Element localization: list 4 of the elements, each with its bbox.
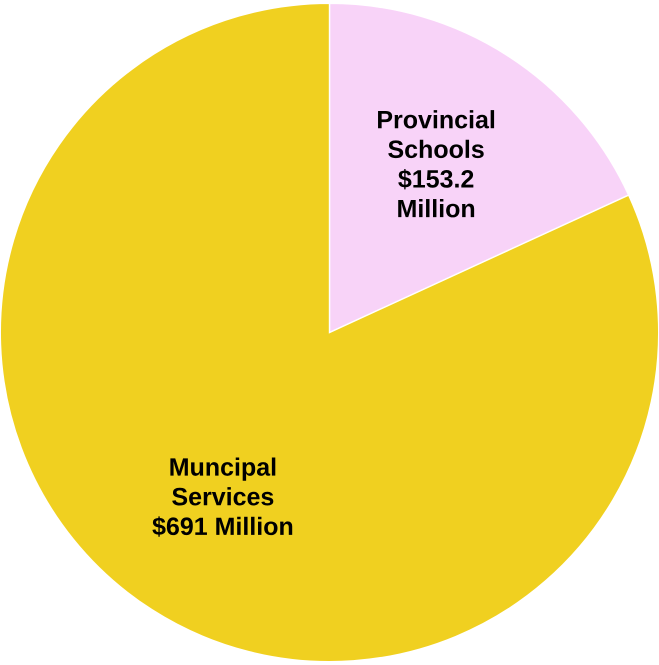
slice-label: Provincial Schools — [378, 110, 494, 158]
slice-label: Muncipal Services — [170, 457, 276, 506]
data-label: $691 Million — [152, 516, 292, 537]
data-label: $153.2 Million — [398, 168, 474, 218]
